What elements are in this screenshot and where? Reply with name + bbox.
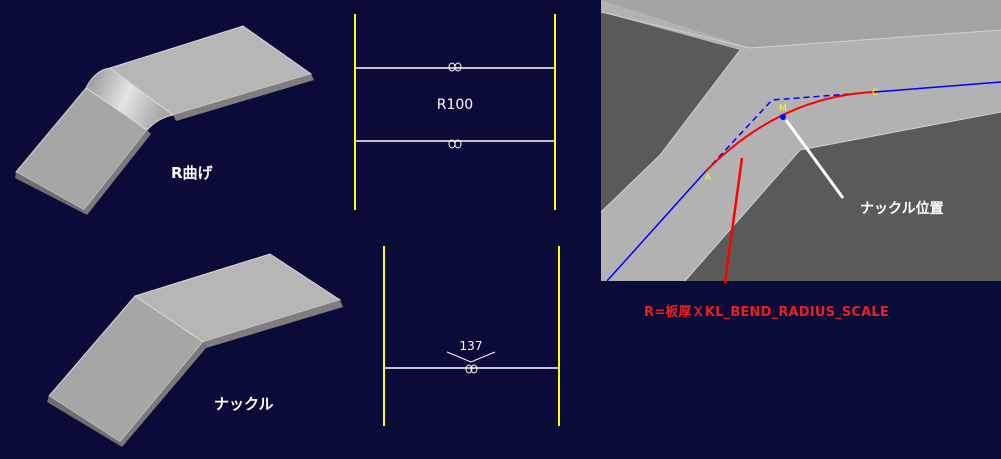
knuckle-position-label: ナックル位置 <box>860 201 944 217</box>
marker-mid: M <box>779 104 787 114</box>
formula-pointer-line <box>723 157 744 284</box>
r-bend-plate-model <box>15 25 314 215</box>
marker-start: A <box>705 173 712 183</box>
radius-dimension-text: R100 <box>437 97 473 113</box>
marker-end: C <box>872 88 878 98</box>
bend-radius-formula: R=板厚ＸKL_BEND_RADIUS_SCALE <box>644 305 889 320</box>
knuckle-dimension-drawing: 137 <box>383 246 560 426</box>
r-bend-dimension-drawing: R100 <box>354 14 556 210</box>
knuckle-label: ナックル <box>214 395 274 413</box>
knuckle-detail-view: A M C <box>600 0 1001 282</box>
knuckle-plate-model <box>47 253 343 447</box>
knuckle-dimension-text: 137 <box>460 339 483 353</box>
r-bend-label: R曲げ <box>171 164 213 182</box>
